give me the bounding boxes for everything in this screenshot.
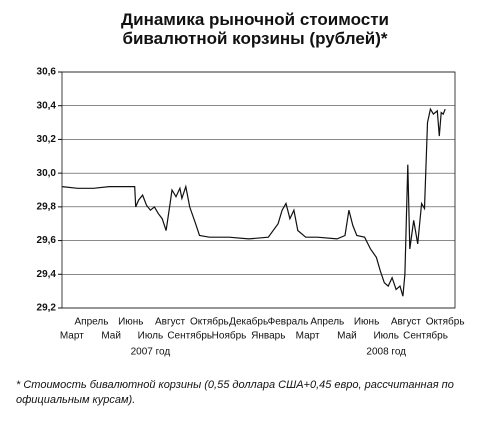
x-tick-label: Май [337, 331, 357, 342]
x-tick-label: Июль [138, 331, 164, 342]
x-tick-label: Март [296, 331, 320, 342]
y-tick-label: 29,6 [37, 235, 57, 246]
x-tick-label: Март [60, 331, 84, 342]
x-tick-label: Сентябрь [403, 330, 448, 342]
plot-frame [61, 71, 456, 309]
y-tick-label: 30,2 [37, 134, 57, 145]
x-tick-label: Сентябрь [167, 330, 212, 342]
x-tick-label: Октябрь [190, 316, 229, 328]
y-tick-label: 29,2 [37, 303, 57, 314]
x-tick-label: Август [155, 317, 186, 328]
x-tick-label: Июль [373, 331, 399, 342]
x-tick-label: Февраль [268, 317, 309, 328]
x-tick-label: Ноябрь [212, 330, 247, 342]
chart: 29,2 29,4 29,6 29,8 30,0 30,2 30,4 30,6 Март Апре… [37, 67, 465, 358]
x-tick-label: Апрель [75, 317, 109, 328]
chart-title: Динамика рыночной стоимости бивалютной к… [121, 10, 389, 48]
y-tick-label: 30,4 [37, 100, 57, 111]
x-tick-label: Январь [251, 331, 285, 342]
y-tick-label: 29,8 [37, 201, 57, 212]
x-tick-label: Октябрь [426, 316, 465, 328]
y-tick-label: 29,4 [37, 269, 57, 280]
footnote: * Стоимость бивалютной корзины (0,55 дол… [16, 379, 454, 406]
x-group-label: 2007 год [131, 347, 171, 358]
data-line [61, 107, 446, 297]
x-tick-label: Июнь [354, 317, 379, 328]
x-tick-label: Декабрь [229, 316, 268, 328]
y-tick-label: 30,0 [37, 168, 57, 179]
x-tick-label: Август [391, 317, 422, 328]
y-tick-label: 30,6 [37, 67, 57, 78]
x-tick-label: Апрель [310, 317, 344, 328]
x-tick-label: Май [101, 331, 121, 342]
x-group-label: 2008 год [366, 347, 406, 358]
x-tick-label: Июнь [118, 317, 143, 328]
